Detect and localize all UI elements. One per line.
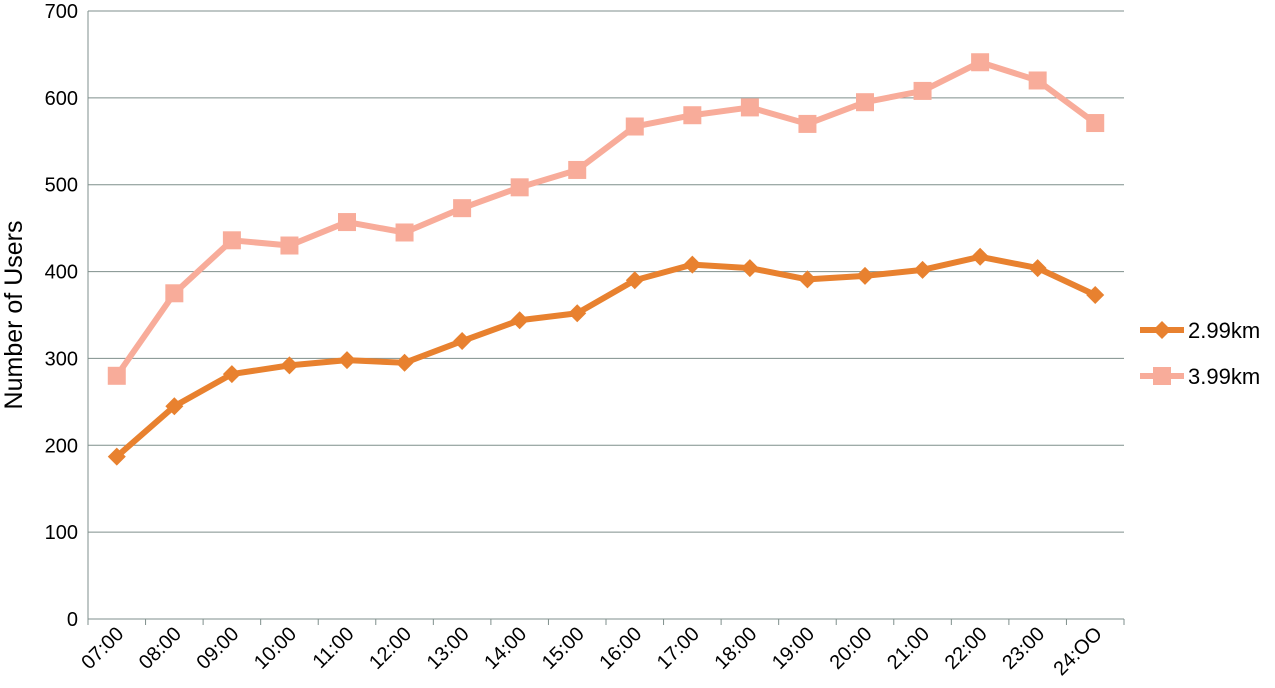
axis-layer: 0 100 200 300 400 500 600 700 07:00 08:00 09:00 10:… (0, 1, 1125, 680)
grid-layer (88, 10, 1124, 533)
x-tick-label: 18:00 (710, 623, 761, 674)
data-point (1086, 286, 1105, 305)
data-point (856, 93, 874, 112)
y-tick-label: 400 (45, 262, 78, 284)
legend-item: 2.99km (1140, 318, 1260, 343)
x-tick-label: 09:00 (192, 623, 243, 674)
data-point (453, 332, 472, 351)
data-point (338, 213, 356, 232)
data-point (798, 114, 817, 133)
x-tick-label: 13:00 (423, 623, 474, 674)
data-point (338, 351, 356, 370)
data-point (913, 81, 932, 100)
y-tick-label: 700 (45, 1, 78, 23)
data-point (107, 447, 126, 466)
legend-item: 3.99km (1140, 364, 1260, 389)
y-tick-label: 300 (45, 348, 78, 370)
data-point (568, 160, 587, 179)
data-point (683, 106, 702, 125)
legend-label: 3.99km (1188, 364, 1260, 389)
data-point (510, 311, 529, 330)
x-tick-label: 16:00 (595, 623, 646, 674)
y-axis-title: Number of Users (0, 221, 28, 410)
x-tick-label: 19:00 (768, 623, 819, 674)
data-point (740, 98, 759, 117)
data-point (395, 353, 414, 372)
x-tick-label: 23:00 (998, 623, 1049, 674)
data-point (453, 199, 472, 218)
y-tick-label: 0 (67, 609, 78, 631)
x-tick-label: 21:00 (883, 623, 934, 674)
data-point (107, 366, 126, 385)
legend: 2.99km 3.99km (1140, 318, 1260, 389)
y-tick-label: 100 (45, 522, 78, 544)
data-point (625, 117, 644, 136)
x-tick-label: 11:00 (309, 623, 359, 673)
data-point (971, 53, 990, 72)
data-point (856, 266, 874, 285)
y-tick-label: 500 (45, 175, 78, 197)
x-tick-label: 17:00 (653, 623, 704, 674)
legend-swatch-marker (1153, 367, 1171, 385)
data-point (683, 255, 702, 274)
series-2 (107, 53, 1105, 385)
data-point (798, 270, 817, 289)
data-point (568, 304, 587, 323)
series-line (113, 253, 1099, 460)
data-point (740, 259, 759, 278)
data-point (395, 223, 414, 242)
data-point (510, 178, 529, 197)
data-point (1028, 259, 1047, 278)
x-tick-label: 12:00 (365, 623, 416, 674)
x-tick-label: 15:00 (538, 623, 589, 674)
legend-label: 2.99km (1188, 318, 1260, 343)
data-point (280, 236, 299, 255)
series-line (113, 59, 1099, 379)
series-layer (107, 53, 1105, 466)
data-point (222, 365, 241, 384)
data-point (913, 260, 932, 279)
x-tick-label: 24:OO (1050, 623, 1107, 680)
x-tick-label: 10:00 (250, 623, 301, 674)
data-point (625, 271, 644, 290)
x-tick-label: 20:00 (826, 623, 877, 674)
data-point (165, 284, 184, 303)
data-point (971, 247, 990, 266)
legend-swatch-marker (1153, 321, 1171, 339)
data-point (280, 356, 299, 375)
series-1 (107, 247, 1105, 466)
x-tick-label: 08:00 (135, 623, 186, 674)
x-tick-label: 22:00 (941, 623, 992, 674)
x-tick-label: 14:00 (480, 623, 531, 674)
data-point (222, 231, 241, 250)
x-tick-label: 07:00 (77, 623, 128, 674)
y-tick-label: 200 (45, 435, 78, 457)
y-tick-label: 600 (45, 88, 78, 110)
data-point (1086, 114, 1105, 133)
data-point (165, 397, 184, 416)
data-point (1028, 71, 1047, 90)
